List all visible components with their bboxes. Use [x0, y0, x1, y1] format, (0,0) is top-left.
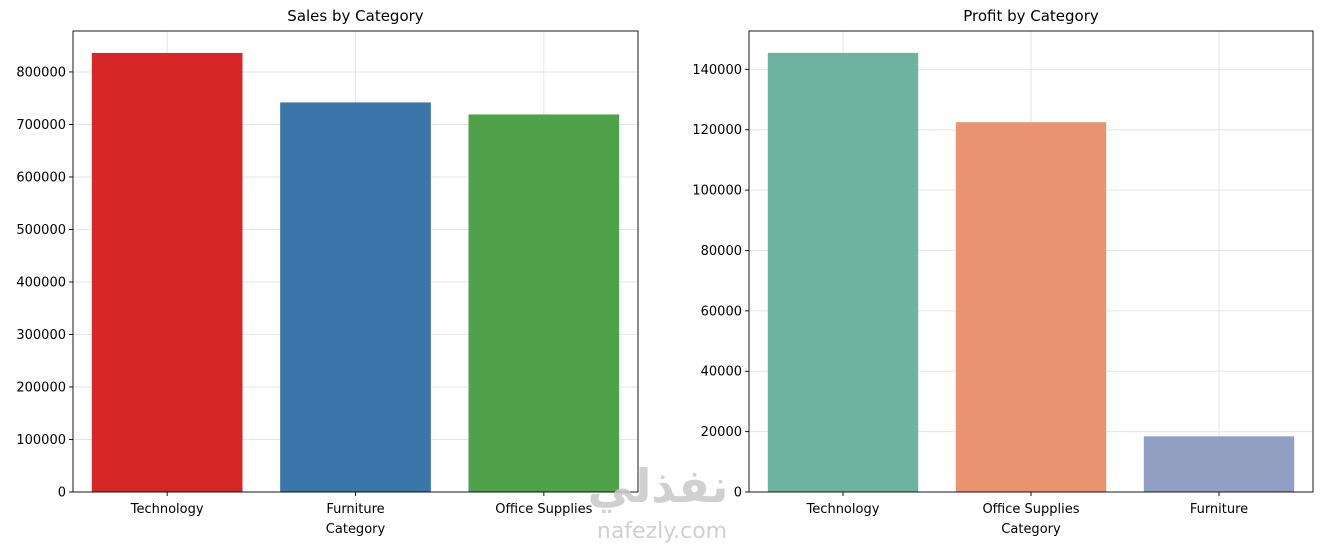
- y-tick-label: 600000: [16, 170, 66, 185]
- x-axis-label: Category: [1001, 522, 1061, 537]
- x-tick-label: Technology: [130, 502, 204, 517]
- y-tick-label: 0: [734, 486, 742, 501]
- bar: [91, 52, 243, 493]
- y-tick-label: 100000: [16, 433, 66, 448]
- y-tick-label: 80000: [701, 244, 742, 259]
- y-tick-label: 140000: [692, 63, 742, 78]
- watermark-arabic: نفذلي: [588, 459, 729, 513]
- y-tick-label: 20000: [701, 425, 742, 440]
- bar: [1143, 436, 1295, 492]
- y-tick-label: 700000: [16, 118, 66, 133]
- x-tick-label: Office Supplies: [495, 502, 592, 517]
- y-tick-label: 200000: [16, 380, 66, 395]
- x-tick-label: Furniture: [1190, 502, 1248, 517]
- x-tick-label: Office Supplies: [982, 502, 1079, 517]
- x-tick-label: Technology: [806, 502, 880, 517]
- y-tick-label: 400000: [16, 275, 66, 290]
- chart-title: Profit by Category: [963, 7, 1099, 25]
- watermark-latin: nafezly.com: [597, 519, 727, 544]
- y-tick-label: 60000: [701, 304, 742, 319]
- y-tick-label: 300000: [16, 328, 66, 343]
- y-tick-label: 500000: [16, 223, 66, 238]
- y-tick-label: 120000: [692, 123, 742, 138]
- chart-title: Sales by Category: [287, 7, 424, 25]
- profit-by-category-chart: 0 20000 40000 60000 80000 100000 120000 140000 T…: [692, 7, 1314, 537]
- bar: [955, 122, 1107, 492]
- watermark: نفذلي nafezly.com: [588, 459, 729, 544]
- bar: [468, 114, 620, 492]
- x-tick-label: Furniture: [326, 502, 384, 517]
- bar: [767, 52, 919, 493]
- y-tick-label: 100000: [692, 184, 742, 199]
- x-axis-label: Category: [326, 522, 386, 537]
- y-tick-label: 40000: [701, 365, 742, 380]
- y-tick-label: 0: [58, 486, 66, 501]
- sales-by-category-chart: 0 100000 200000 300000 400000 500000 600000 700…: [16, 7, 639, 537]
- y-tick-label: 800000: [16, 65, 66, 80]
- bar: [280, 102, 431, 493]
